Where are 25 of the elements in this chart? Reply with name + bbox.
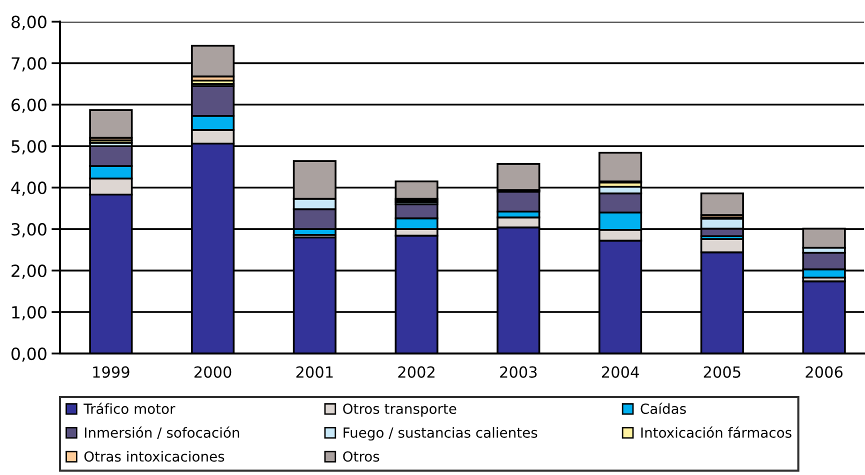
y-tick-label: 2,00	[12, 264, 46, 279]
legend-label: Fuego / sustancias calientes	[344, 427, 538, 441]
x-tick-label: 2003	[500, 366, 537, 378]
x-tick-label: 2006	[806, 366, 843, 378]
x-tick-label: 2002	[398, 366, 434, 378]
y-tick-label: 4,00	[11, 182, 46, 196]
y-tick-label: 3,00	[12, 223, 46, 238]
legend-label: Otros	[343, 451, 380, 462]
legend-label: Inmersión / sofocación	[84, 426, 240, 439]
legend-label: Intoxicación fármacos	[641, 426, 792, 438]
legend-label: Otros transporte	[343, 403, 456, 417]
x-tick-label: 2005	[704, 366, 740, 378]
x-tick-label: 2004	[602, 366, 639, 378]
y-tick-label: 0,00	[11, 347, 46, 362]
legend-label: Caídas	[640, 402, 686, 414]
y-tick-label: 1,00	[12, 306, 46, 320]
y-tick-label: 5,00	[12, 140, 46, 154]
y-tick-label: 7,00	[12, 57, 46, 72]
x-tick-label: 2000	[194, 366, 232, 378]
legend-label: Tráfico motor	[84, 402, 176, 414]
legend-label: Otras intoxicaciones	[84, 450, 224, 462]
x-tick-label: 1999	[93, 366, 130, 378]
x-tick-label: 2001	[296, 366, 333, 378]
y-tick-label: 8,00	[12, 16, 46, 30]
y-tick-label: 6,00	[12, 98, 46, 113]
